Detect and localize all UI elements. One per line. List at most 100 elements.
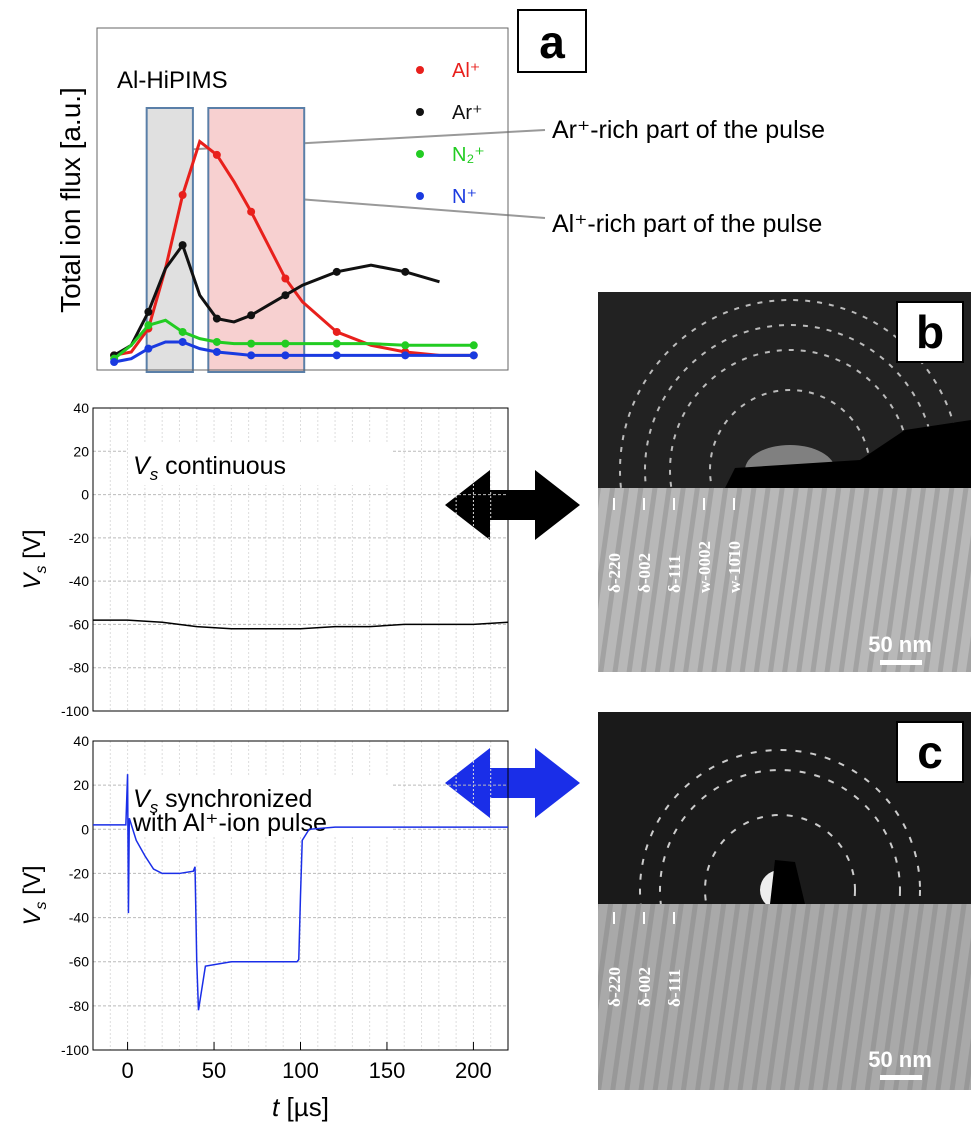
subscript: s (33, 566, 50, 574)
unit: [V] (19, 529, 46, 565)
panel-label-box (896, 301, 964, 363)
symbol: V (19, 572, 46, 590)
y-tick-label: 20 (73, 777, 89, 793)
data-point (281, 339, 290, 348)
x-tick-label: 0 (121, 1058, 133, 1083)
subscript: s (150, 798, 159, 817)
annotation: Al⁺-rich part of the pulse (552, 210, 822, 238)
data-point (212, 150, 221, 159)
legend-label: N⁺ (452, 186, 477, 208)
y-tick-label: 0 (81, 821, 89, 837)
x-tick-label: 150 (369, 1058, 406, 1083)
data-point (247, 311, 256, 320)
annotation-text: Vs synchronized (133, 785, 312, 817)
legend-marker (416, 192, 424, 200)
data-point (178, 337, 187, 346)
y-axis-label: Vs [V] (19, 865, 50, 925)
data-point (144, 344, 153, 353)
subscript: s (150, 465, 159, 484)
data-point (401, 267, 410, 276)
data-point (332, 339, 341, 348)
series-line (93, 774, 508, 1011)
y-tick-label: -40 (69, 910, 89, 926)
data-point (144, 307, 153, 316)
symbol: t (272, 1092, 281, 1122)
data-point (281, 351, 290, 360)
ring-label: δ-002 (635, 967, 654, 1007)
y-tick-label: -40 (69, 573, 89, 589)
unit: [V] (19, 865, 46, 901)
text: continuous (158, 452, 286, 480)
legend-marker (416, 150, 424, 158)
x-tick-label: 200 (455, 1058, 492, 1083)
legend-marker (416, 108, 424, 116)
panel-label: c (917, 726, 943, 778)
subscript: s (33, 902, 50, 910)
plot-title: Al-HiPIMS (117, 67, 228, 94)
ring-label: δ-220 (605, 553, 624, 593)
data-point (469, 341, 478, 350)
ring-label: δ-111 (665, 969, 684, 1007)
annotation-bg (128, 776, 393, 836)
text: synchronized (158, 785, 312, 813)
data-point (144, 321, 153, 330)
data-point (281, 291, 290, 300)
plot-frame (96, 27, 509, 371)
y-tick-label: -20 (69, 530, 89, 546)
series-line (93, 619, 509, 630)
double-arrow (445, 748, 580, 818)
plot-frame (92, 740, 509, 1051)
ring-label: δ-002 (635, 553, 654, 593)
data-point (281, 274, 290, 283)
data-point (212, 314, 221, 323)
y-tick-label: -100 (61, 703, 89, 719)
unit: [µs] (279, 1092, 329, 1122)
data-point (178, 241, 187, 250)
data-point (401, 341, 410, 350)
data-point (332, 327, 341, 336)
ring-label: δ-220 (605, 967, 624, 1007)
y-tick-label: 40 (73, 733, 89, 749)
legend-label: N₂⁺ (452, 144, 485, 166)
plot-frame (92, 407, 509, 712)
x-tick-label: 50 (202, 1058, 226, 1083)
double-arrow (445, 470, 580, 540)
y-tick-label: -80 (69, 660, 89, 676)
shaded-region (207, 107, 306, 373)
symbol: V (133, 785, 152, 813)
y-axis-label: Total ion flux [a.u.] (55, 87, 86, 313)
panel-label-box (517, 9, 587, 73)
data-point (247, 207, 256, 216)
annotation-bg (128, 443, 393, 485)
panel-label-box (896, 721, 964, 783)
panel-label: b (916, 306, 944, 358)
data-point (178, 191, 187, 199)
scale-label: 50 nm (868, 632, 932, 657)
data-point (332, 267, 341, 276)
scale-label: 50 nm (868, 1047, 932, 1072)
symbol: V (19, 908, 46, 926)
y-tick-label: -60 (69, 954, 89, 970)
data-point (247, 339, 256, 348)
pointer (284, 197, 546, 219)
data-point (212, 337, 221, 346)
annotation: Vs continuous (128, 443, 393, 485)
y-tick-label: 20 (73, 443, 89, 459)
ring-label: δ-111 (665, 555, 684, 593)
legend-label: Al⁺ (452, 60, 480, 82)
x-axis-label: t [µs] (272, 1092, 329, 1122)
x-tick-label: 100 (282, 1058, 319, 1083)
y-tick-label: -60 (69, 616, 89, 632)
ring-label: w-10̄10 (725, 541, 744, 593)
annotation: Ar⁺-rich part of the pulse (552, 116, 825, 144)
annotation-text: with Al⁺-ion pulse (132, 809, 327, 837)
y-tick-label: -20 (69, 865, 89, 881)
data-point (332, 351, 341, 360)
shaded-region (145, 107, 194, 373)
data-point (178, 327, 187, 336)
y-tick-label: -80 (69, 998, 89, 1014)
data-point (469, 351, 478, 360)
